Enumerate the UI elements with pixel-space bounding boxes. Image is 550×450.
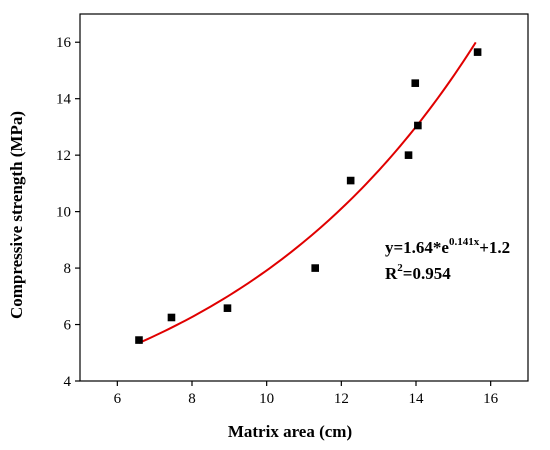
y-tick-label: 8 (64, 261, 72, 277)
y-tick-label: 10 (56, 205, 71, 221)
x-tick-label: 8 (188, 391, 196, 407)
y-tick-label: 16 (56, 35, 72, 51)
y-axis-title: Compressive strength (MPa) (7, 111, 26, 319)
plot-frame (79, 13, 529, 382)
data-point (473, 48, 482, 56)
fit-equation-base: y=1.64*e (385, 238, 449, 257)
r-squared-sup: 2 (397, 262, 403, 274)
r-squared-value: =0.954 (403, 264, 451, 283)
x-tick-label: 12 (334, 391, 349, 407)
r-squared-prefix: R (385, 264, 398, 283)
r-squared: R2=0.954 (385, 262, 451, 283)
y-tick-label: 14 (56, 92, 72, 108)
x-axis-title: Matrix area (cm) (228, 422, 352, 441)
y-tick-label: 12 (56, 148, 71, 164)
data-point (411, 79, 420, 87)
axes (79, 13, 529, 382)
fit-equation: y=1.64*e0.141x+1.2 (385, 236, 510, 257)
y-tick-label: 6 (64, 318, 72, 334)
x-tick-label: 14 (409, 391, 425, 407)
data-point (346, 176, 355, 185)
data-point (135, 336, 143, 344)
data-point (223, 304, 232, 312)
data-point (414, 121, 422, 130)
data-point (404, 151, 413, 159)
fit-layer (138, 41, 477, 344)
fit-curve (138, 41, 477, 344)
data-point (311, 264, 319, 272)
fit-equation-exponent: 0.141x (449, 236, 480, 248)
y-tick-label: 4 (64, 374, 72, 390)
data-point (167, 313, 176, 322)
x-tick-label: 16 (483, 391, 499, 407)
fit-equation-tail: +1.2 (479, 238, 510, 257)
points-layer (135, 48, 482, 344)
x-tick-label: 10 (259, 391, 274, 407)
x-tick-label: 6 (114, 391, 122, 407)
ticks: 6 8 10 12 14 16 4 6 8 10 12 14 16 (56, 35, 499, 407)
